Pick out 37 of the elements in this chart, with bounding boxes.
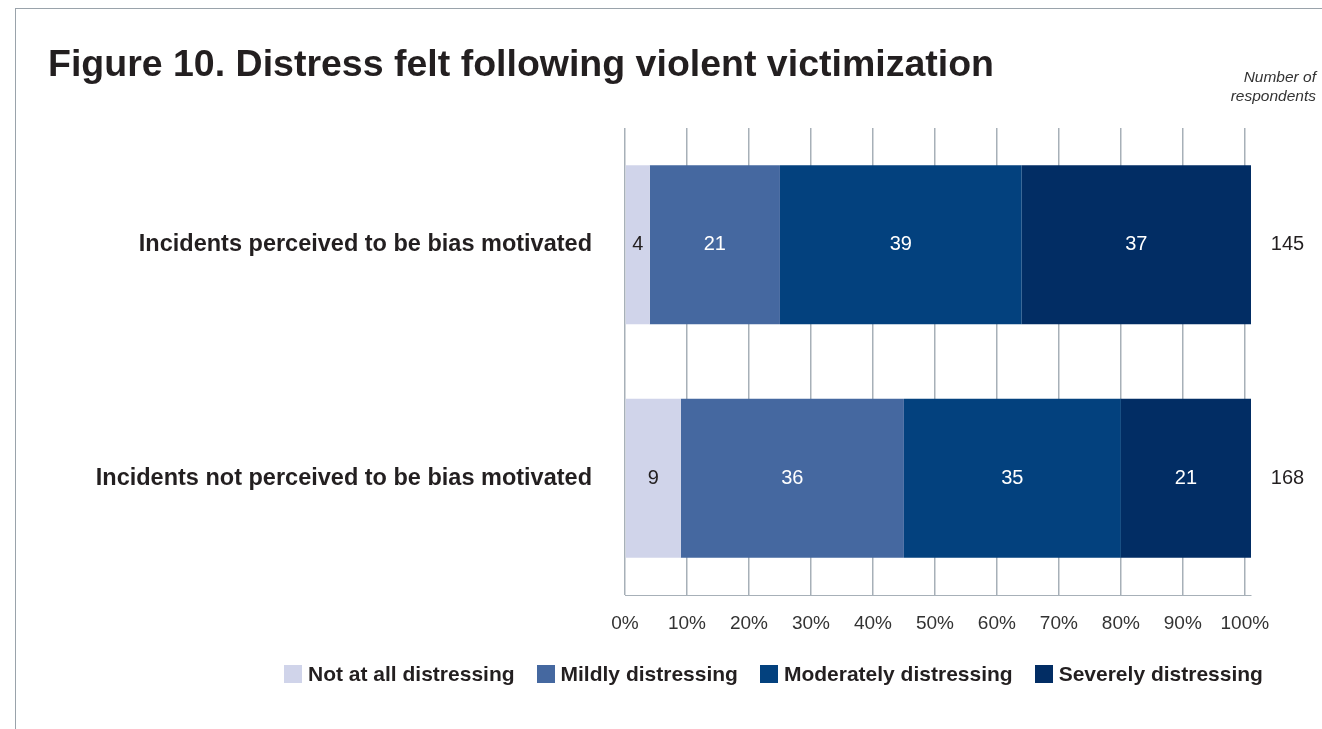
data-label: 21	[703, 232, 726, 255]
bar	[1021, 165, 1251, 325]
bar	[1120, 398, 1251, 558]
bar	[903, 398, 1121, 558]
data-label: 35	[1001, 465, 1024, 488]
bar	[649, 165, 780, 325]
chart-title: Figure 10. Distress felt following violent victimization	[48, 41, 994, 85]
bar	[680, 398, 904, 558]
data-label: 36	[781, 465, 804, 488]
legend-label: Severely distressing	[1058, 662, 1263, 686]
text: 168	[1270, 465, 1305, 488]
data-label: 4	[632, 232, 644, 255]
x-tick-label: 0%	[611, 611, 639, 633]
y-tick-label: Incidents not perceived to be bias motivated	[95, 463, 592, 490]
data-label: 37	[1125, 232, 1148, 255]
legend-label: Mildly distressing	[560, 662, 738, 686]
bar	[625, 165, 650, 325]
x-tick-label: 30%	[791, 611, 831, 633]
text: Number of respondents	[1230, 68, 1318, 105]
x-tick-label: 90%	[1163, 611, 1202, 633]
y-tick-label: Incidents perceived to be bias motivated	[138, 230, 592, 257]
x-tick-label: 80%	[1101, 611, 1140, 633]
data-label: 21	[1174, 465, 1198, 488]
x-tick-label: 60%	[977, 611, 1016, 633]
x-tick-label: 50%	[915, 611, 955, 633]
x-tick-label: 10%	[667, 611, 707, 633]
legend-label: Moderately distressing	[783, 662, 1013, 686]
data-label: 39	[889, 232, 912, 255]
x-tick-label: 20%	[729, 611, 769, 633]
x-tick-label: 100%	[1220, 611, 1270, 633]
text: 145	[1270, 232, 1305, 255]
x-tick-label: 70%	[1039, 611, 1078, 633]
x-tick-label: 40%	[853, 611, 893, 633]
data-label: 9	[647, 465, 659, 488]
bar	[625, 398, 681, 558]
bar	[779, 165, 1022, 325]
legend-label: Not at all distressing	[308, 662, 515, 686]
